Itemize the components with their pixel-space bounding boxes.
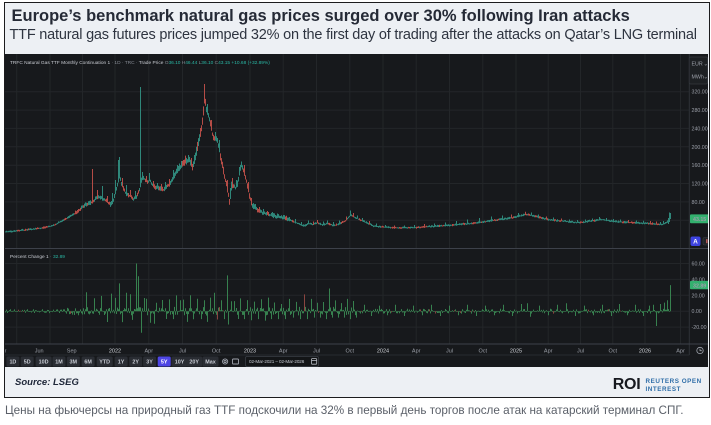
svg-text:-20.00: -20.00	[692, 325, 707, 331]
svg-text:Apr: Apr	[412, 348, 421, 354]
svg-text:Max: Max	[205, 359, 216, 365]
svg-text:5D: 5D	[24, 359, 31, 365]
svg-text:5Y: 5Y	[161, 359, 168, 365]
svg-text:EUR: EUR	[692, 61, 703, 67]
svg-text:32.89: 32.89	[693, 283, 706, 289]
svg-text:6M: 6M	[84, 359, 92, 365]
svg-text:10D: 10D	[39, 359, 49, 365]
svg-text:280.00: 280.00	[692, 108, 708, 114]
svg-text:Jun: Jun	[35, 348, 44, 354]
svg-text:Jul: Jul	[446, 348, 453, 354]
svg-text:YTD: YTD	[99, 359, 110, 365]
svg-text:Oct: Oct	[479, 348, 488, 354]
svg-text:20Y: 20Y	[189, 359, 199, 365]
svg-text:10Y: 10Y	[175, 359, 185, 365]
svg-text:A: A	[693, 238, 698, 245]
svg-text:60.00: 60.00	[692, 261, 705, 267]
svg-text:Apr: Apr	[676, 348, 685, 354]
svg-text:20.00: 20.00	[692, 293, 705, 299]
svg-text:Percent Change 1 · 32.89: Percent Change 1 · 32.89	[10, 253, 65, 259]
svg-text:3Y: 3Y	[146, 359, 153, 365]
svg-text:0.00: 0.00	[692, 309, 702, 315]
svg-text:Apr: Apr	[279, 348, 288, 354]
svg-text:⌄: ⌄	[704, 61, 708, 67]
svg-text:Oct: Oct	[609, 348, 618, 354]
svg-text:Sep: Sep	[67, 348, 77, 354]
svg-text:2024: 2024	[377, 348, 389, 354]
svg-text:MWh: MWh	[692, 74, 704, 80]
svg-text:1D: 1D	[9, 359, 16, 365]
svg-text:43.15: 43.15	[693, 217, 706, 223]
svg-text:r: r	[5, 348, 7, 354]
svg-text:80.00: 80.00	[692, 199, 705, 205]
svg-text:Oct: Oct	[346, 348, 355, 354]
svg-text:Apr: Apr	[544, 348, 553, 354]
svg-text:3M: 3M	[70, 359, 78, 365]
svg-text:TRFC Natural Gas TTF Monthly C: TRFC Natural Gas TTF Monthly Continuatio…	[10, 59, 270, 65]
svg-text:Oct: Oct	[212, 348, 221, 354]
svg-text:40.00: 40.00	[692, 277, 705, 283]
svg-text:02-Mar-2021 – 02-Mar-2026: 02-Mar-2021 – 02-Mar-2026	[249, 359, 305, 364]
svg-text:Jul: Jul	[577, 348, 584, 354]
svg-text:Jul: Jul	[313, 348, 320, 354]
svg-text:160.00: 160.00	[692, 163, 708, 169]
svg-text:2Y: 2Y	[132, 359, 139, 365]
svg-text:240.00: 240.00	[692, 126, 708, 132]
svg-text:1M: 1M	[55, 359, 63, 365]
svg-text:2023: 2023	[244, 348, 256, 354]
svg-text:2026: 2026	[639, 348, 651, 354]
svg-text:2025: 2025	[510, 348, 522, 354]
svg-text:⌄: ⌄	[704, 74, 708, 80]
svg-text:200.00: 200.00	[692, 144, 708, 150]
svg-text:120.00: 120.00	[692, 181, 708, 187]
svg-text:Jul: Jul	[179, 348, 186, 354]
svg-text:1Y: 1Y	[118, 359, 125, 365]
svg-text:Apr: Apr	[145, 348, 154, 354]
svg-text:320.00: 320.00	[692, 89, 708, 95]
svg-text:2022: 2022	[109, 348, 121, 354]
